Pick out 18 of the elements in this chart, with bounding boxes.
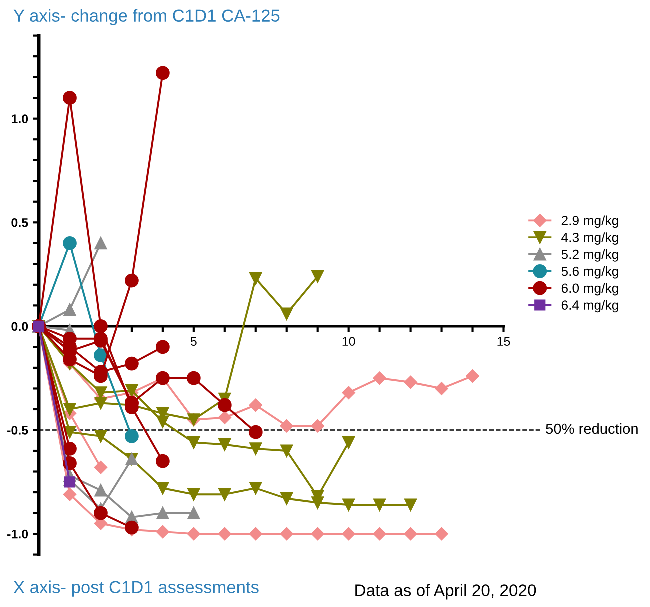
- legend-label: 6.0 mg/kg: [562, 283, 618, 296]
- legend-label: 5.6 mg/kg: [562, 266, 618, 279]
- text: Data as of April 20, 2020: [356, 584, 536, 600]
- legend-label: 5.2 mg/kg: [562, 250, 618, 262]
- y-axis-title: Y axis- change from C1D1 CA-125: [14, 9, 280, 26]
- y-tick-label: 0.5: [12, 218, 28, 228]
- x-tick-label: 10: [342, 337, 356, 346]
- x-tick-label: 15: [498, 337, 510, 346]
- x-tick-label: 5: [190, 337, 197, 346]
- x-axis-title: X axis- post C1D1 assessments: [14, 580, 259, 597]
- legend-label: 4.3 mg/kg: [562, 232, 618, 245]
- y-tick-label: -1.0: [8, 530, 28, 539]
- legend-label: 2.9 mg/kg: [562, 216, 618, 228]
- y-tick-label: 0.0: [12, 322, 28, 332]
- ref-line-label: 50% reduction: [546, 423, 638, 434]
- y-tick-label: 1.0: [12, 114, 28, 124]
- legend-label: 6.4 mg/kg: [562, 300, 618, 313]
- y-tick-label: -0.5: [8, 426, 28, 435]
